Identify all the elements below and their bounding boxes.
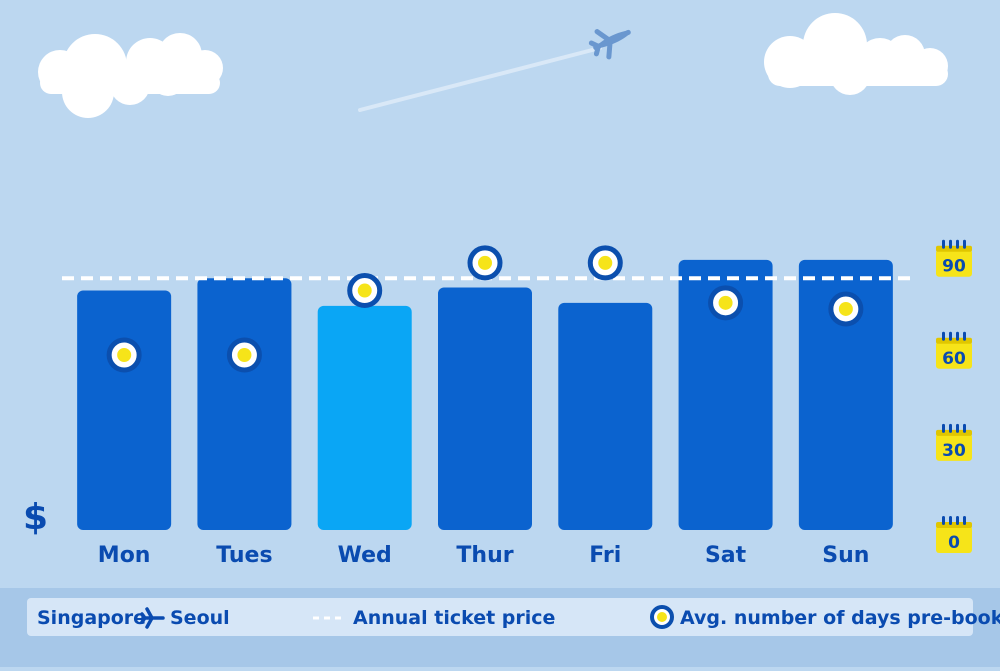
legend-marker-icon xyxy=(650,605,674,629)
tick-label-60: 60 xyxy=(942,349,966,369)
bar-fri xyxy=(558,302,653,530)
x-axis-labels: Mon Tues Wed Thur Fri Sat Sun xyxy=(98,543,870,568)
bar-wed xyxy=(317,305,412,530)
tick-calendar-90: 90 xyxy=(936,239,972,277)
contrail xyxy=(358,46,602,112)
x-label-thur: Thur xyxy=(456,543,513,568)
right-axis-ticks: 90 60 30 0 xyxy=(936,239,972,553)
marker-thur xyxy=(467,245,503,281)
marker-wed xyxy=(347,273,383,309)
cloud-right xyxy=(764,13,948,95)
bar-tues xyxy=(197,278,292,530)
x-label-sun: Sun xyxy=(822,543,869,568)
tick-calendar-60: 60 xyxy=(936,331,972,369)
legend-origin: Singapore xyxy=(37,607,146,629)
airplane-icon xyxy=(588,29,631,60)
x-label-wed: Wed xyxy=(338,543,392,568)
tick-label-30: 30 xyxy=(942,441,966,461)
legend-line-label: Annual ticket price xyxy=(353,607,555,629)
legend-airplane-icon xyxy=(140,607,165,629)
x-label-sat: Sat xyxy=(705,543,747,568)
tick-label-0: 0 xyxy=(948,533,960,553)
bar-sun xyxy=(798,259,893,530)
x-label-tues: Tues xyxy=(216,543,272,568)
bar-sat xyxy=(678,259,773,530)
prebook-markers xyxy=(106,245,864,373)
bars xyxy=(77,259,893,530)
tick-label-90: 90 xyxy=(942,257,966,277)
legend-destination: Seoul xyxy=(170,607,230,629)
legend-box xyxy=(27,598,973,636)
tick-calendar-30: 30 xyxy=(936,423,972,461)
marker-mon xyxy=(106,337,142,373)
x-label-mon: Mon xyxy=(98,543,151,568)
marker-tues xyxy=(226,337,262,373)
x-label-fri: Fri xyxy=(589,543,621,568)
currency-symbol: $ xyxy=(23,497,48,538)
marker-fri xyxy=(587,245,623,281)
marker-sat xyxy=(708,285,744,321)
bar-thur xyxy=(438,287,532,530)
tick-calendar-0: 0 xyxy=(936,516,972,553)
cloud-left xyxy=(38,33,223,118)
marker-sun xyxy=(828,291,864,327)
legend-marker-label: Avg. number of days pre-booked xyxy=(680,607,1000,629)
bar-mon xyxy=(77,290,172,530)
